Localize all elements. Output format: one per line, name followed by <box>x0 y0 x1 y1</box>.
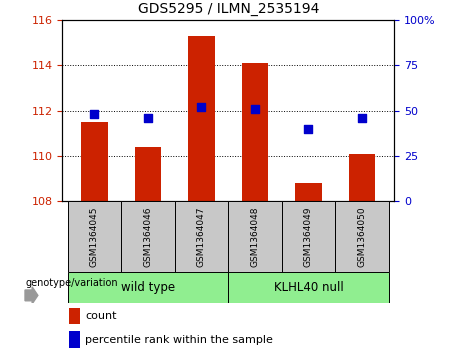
Bar <box>81 122 108 201</box>
Text: wild type: wild type <box>121 281 175 294</box>
Text: GSM1364047: GSM1364047 <box>197 207 206 267</box>
Text: GSM1364048: GSM1364048 <box>250 207 260 267</box>
Bar <box>175 201 228 272</box>
Bar <box>188 36 215 201</box>
Text: GSM1364050: GSM1364050 <box>358 207 366 267</box>
Point <box>358 115 366 121</box>
Text: GSM1364049: GSM1364049 <box>304 207 313 267</box>
Bar <box>282 201 335 272</box>
Bar <box>69 331 81 348</box>
Text: KLHL40 null: KLHL40 null <box>274 281 343 294</box>
Bar <box>121 201 175 272</box>
Bar <box>242 63 268 201</box>
Point <box>144 115 152 121</box>
Bar <box>228 272 389 303</box>
Point <box>91 111 98 117</box>
Bar <box>335 201 389 272</box>
Point <box>198 104 205 110</box>
Bar <box>228 201 282 272</box>
FancyArrow shape <box>25 287 38 304</box>
Point <box>251 106 259 112</box>
Bar <box>68 272 228 303</box>
Text: genotype/variation: genotype/variation <box>25 278 118 288</box>
Bar <box>68 201 121 272</box>
Text: GSM1364045: GSM1364045 <box>90 207 99 267</box>
Bar <box>349 154 375 201</box>
Bar <box>69 308 81 325</box>
Bar <box>295 183 322 201</box>
Title: GDS5295 / ILMN_2535194: GDS5295 / ILMN_2535194 <box>137 2 319 16</box>
Text: GSM1364046: GSM1364046 <box>143 207 153 267</box>
Text: percentile rank within the sample: percentile rank within the sample <box>85 335 273 345</box>
Point <box>305 126 312 132</box>
Bar <box>135 147 161 201</box>
Text: count: count <box>85 311 117 321</box>
